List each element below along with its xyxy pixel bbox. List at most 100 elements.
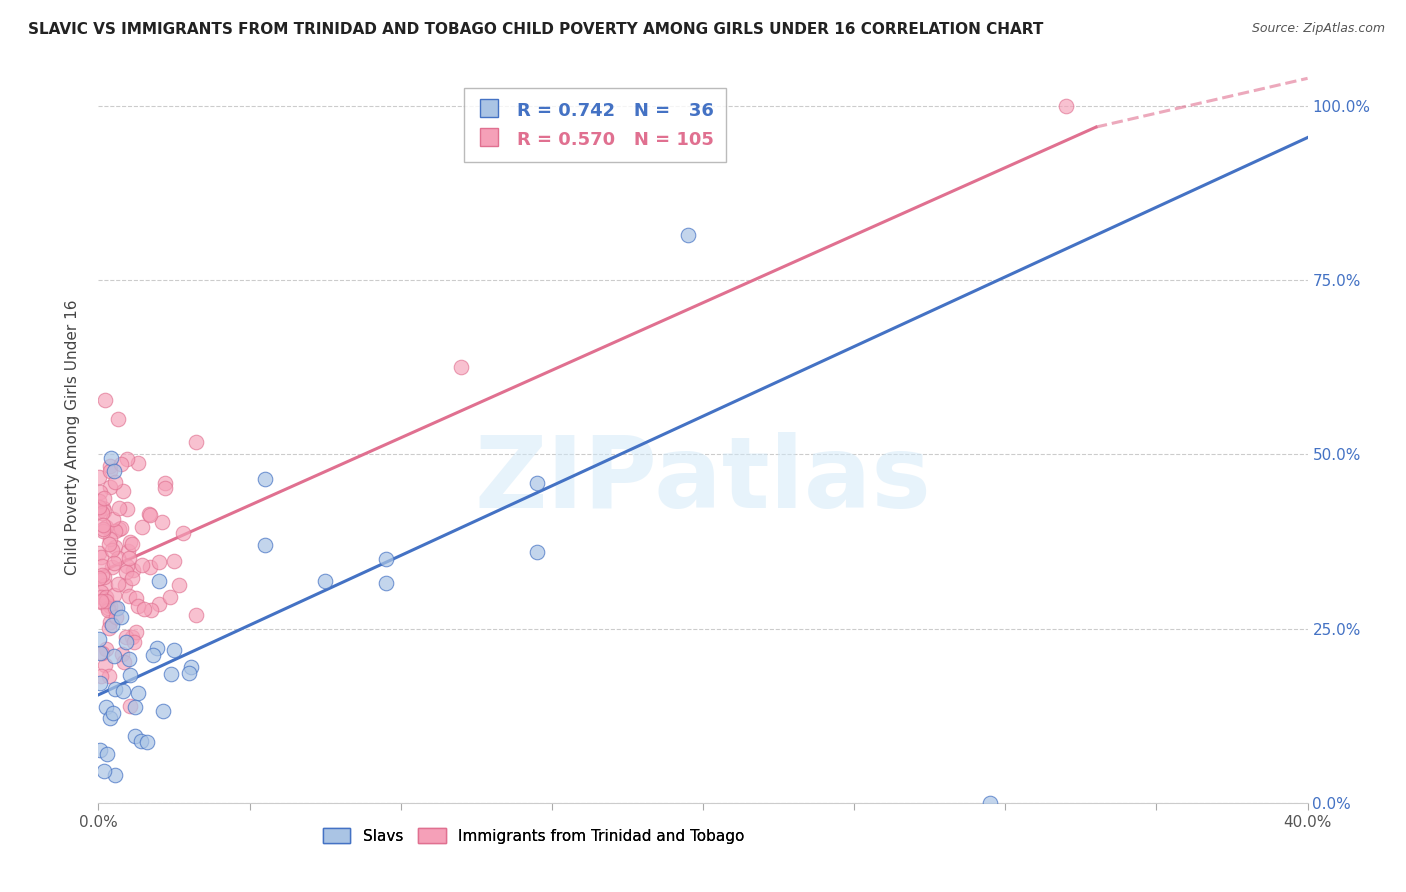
- Point: [101, 542, 124, 557]
- Point: [87, 632, 110, 646]
- Point: [91, 524, 114, 538]
- Point: [152, 704, 174, 718]
- Point: [159, 591, 181, 605]
- Point: [125, 624, 148, 639]
- Point: [127, 685, 149, 699]
- Point: [98, 532, 121, 546]
- Point: [120, 535, 142, 549]
- Point: [93, 491, 115, 505]
- Point: [104, 681, 127, 696]
- Point: [100, 450, 122, 465]
- Point: [114, 630, 136, 644]
- Point: [111, 683, 134, 698]
- Point: [93, 504, 115, 518]
- Point: [103, 556, 125, 570]
- Point: [115, 565, 138, 579]
- Point: [155, 476, 177, 491]
- Point: [98, 480, 121, 494]
- Point: [121, 563, 143, 577]
- Point: [184, 608, 207, 623]
- Point: [163, 642, 186, 657]
- Point: [127, 456, 149, 470]
- Point: [98, 537, 121, 551]
- Point: [101, 559, 124, 574]
- Point: [526, 545, 548, 559]
- Point: [89, 646, 111, 660]
- Point: [96, 747, 118, 762]
- Point: [93, 764, 115, 779]
- Point: [103, 588, 125, 602]
- Point: [91, 568, 114, 582]
- Point: [105, 610, 128, 624]
- Point: [90, 590, 112, 604]
- Point: [118, 551, 141, 566]
- Point: [101, 512, 124, 526]
- Point: [117, 544, 139, 558]
- Point: [110, 521, 132, 535]
- Point: [94, 577, 117, 591]
- Point: [139, 602, 162, 616]
- Point: [374, 576, 396, 591]
- Legend: Slavs, Immigrants from Trinidad and Tobago: Slavs, Immigrants from Trinidad and Toba…: [316, 822, 751, 850]
- Point: [117, 558, 139, 573]
- Point: [89, 504, 111, 518]
- Point: [127, 599, 149, 614]
- Point: [94, 641, 117, 656]
- Point: [118, 589, 141, 603]
- Point: [87, 546, 110, 560]
- Point: [94, 392, 117, 407]
- Point: [105, 601, 128, 615]
- Point: [121, 571, 143, 585]
- Point: [87, 500, 110, 514]
- Point: [122, 635, 145, 649]
- Point: [153, 481, 176, 495]
- Point: [314, 574, 336, 589]
- Point: [118, 652, 141, 666]
- Point: [163, 554, 186, 568]
- Point: [253, 472, 276, 486]
- Point: [103, 463, 125, 477]
- Point: [148, 574, 170, 588]
- Point: [107, 522, 129, 536]
- Point: [138, 507, 160, 521]
- Point: [89, 494, 111, 508]
- Point: [111, 647, 134, 661]
- Point: [93, 570, 115, 584]
- Point: [101, 618, 124, 632]
- Point: [450, 360, 472, 375]
- Point: [107, 412, 129, 426]
- Point: [253, 538, 276, 552]
- Point: [90, 669, 112, 683]
- Point: [90, 549, 112, 564]
- Point: [142, 648, 165, 662]
- Point: [103, 648, 125, 663]
- Point: [94, 657, 117, 672]
- Point: [107, 551, 129, 566]
- Point: [179, 666, 201, 681]
- Point: [118, 698, 141, 713]
- Point: [125, 591, 148, 605]
- Point: [979, 796, 1001, 810]
- Point: [148, 556, 170, 570]
- Point: [100, 615, 122, 630]
- Point: [90, 594, 112, 608]
- Point: [90, 559, 112, 574]
- Point: [107, 501, 129, 516]
- Point: [132, 602, 155, 616]
- Point: [98, 599, 121, 614]
- Point: [104, 768, 127, 782]
- Point: [89, 742, 111, 756]
- Point: [121, 630, 143, 644]
- Point: [90, 585, 112, 599]
- Point: [148, 598, 170, 612]
- Point: [90, 646, 112, 660]
- Point: [526, 476, 548, 491]
- Point: [94, 593, 117, 607]
- Y-axis label: Child Poverty Among Girls Under 16: Child Poverty Among Girls Under 16: [65, 300, 80, 574]
- Point: [97, 601, 120, 615]
- Point: [131, 520, 153, 534]
- Point: [150, 516, 173, 530]
- Point: [96, 520, 118, 534]
- Point: [104, 540, 127, 554]
- Point: [110, 610, 132, 624]
